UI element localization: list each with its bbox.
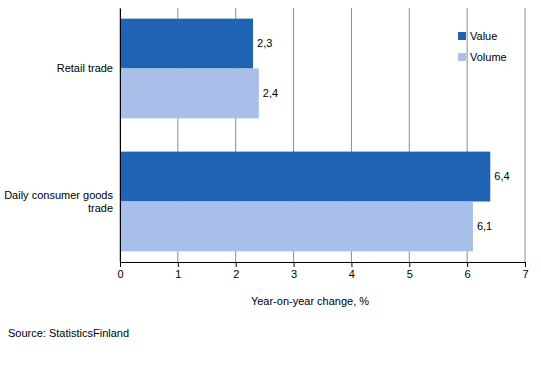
category-label: Daily consumer goodstrade (4, 189, 113, 214)
x-tick-mark (409, 262, 410, 267)
x-tick-mark (467, 262, 468, 267)
data-label: 6,4 (494, 170, 509, 182)
category-label: Retail trade (57, 62, 113, 74)
x-axis-line (121, 263, 526, 268)
data-label: 6,1 (477, 220, 492, 232)
x-tick-mark (294, 262, 295, 267)
x-tick-label: 5 (407, 268, 413, 280)
x-tick-label: 0 (117, 268, 123, 280)
x-tick: 7 (522, 262, 528, 280)
bar (120, 152, 490, 202)
bar (120, 19, 253, 69)
x-tick-mark (525, 262, 526, 267)
x-tick-label: 4 (349, 268, 355, 280)
x-tick-mark (351, 262, 352, 267)
x-tick-label: 1 (175, 268, 181, 280)
x-tick: 5 (407, 262, 413, 280)
x-tick: 0 (117, 262, 123, 280)
x-tick: 4 (349, 262, 355, 280)
x-tick: 6 (465, 262, 471, 280)
x-axis: 0 1 2 3 4 5 6 7 (117, 262, 528, 280)
x-tick-mark (120, 262, 121, 267)
x-tick: 1 (175, 262, 181, 280)
x-tick: 2 (233, 262, 239, 280)
x-tick-label: 3 (291, 268, 297, 280)
plot: 2,3 6,4 2,4 6,1 0 1 2 3 4 5 6 7 Retail trade Daily co… (4, 8, 528, 280)
data-label: 2,4 (263, 87, 278, 99)
data-labels: 2,3 6,4 2,4 6,1 (257, 37, 510, 232)
x-tick-label: 6 (465, 268, 471, 280)
grid-line (120, 8, 121, 262)
legend: Value Volume (458, 30, 507, 63)
category-labels: Retail trade Daily consumer goodstrade (4, 62, 113, 213)
x-tick: 3 (291, 262, 297, 280)
legend-swatch (458, 32, 466, 40)
x-tick-label: 2 (233, 268, 239, 280)
legend-label: Volume (470, 51, 507, 63)
x-tick-mark (236, 262, 237, 267)
x-axis-title: Year-on-year change, % (251, 295, 369, 307)
data-label: 2,3 (257, 37, 272, 49)
x-tick-mark (178, 262, 179, 267)
bar (120, 69, 259, 119)
y-axis-line (120, 9, 121, 263)
grid (120, 8, 525, 262)
y-axis (120, 9, 121, 263)
grid-line (525, 8, 526, 262)
x-tick-label: 7 (522, 268, 528, 280)
bar (120, 201, 473, 251)
chart: 2,3 6,4 2,4 6,1 0 1 2 3 4 5 6 7 Retail trade Daily co… (0, 0, 541, 365)
legend-label: Value (470, 30, 497, 42)
bars (120, 19, 490, 252)
legend-item: Volume (458, 51, 507, 63)
source-note: Source: StatisticsFinland (8, 327, 129, 339)
legend-item: Value (458, 30, 497, 42)
legend-swatch (458, 53, 466, 61)
